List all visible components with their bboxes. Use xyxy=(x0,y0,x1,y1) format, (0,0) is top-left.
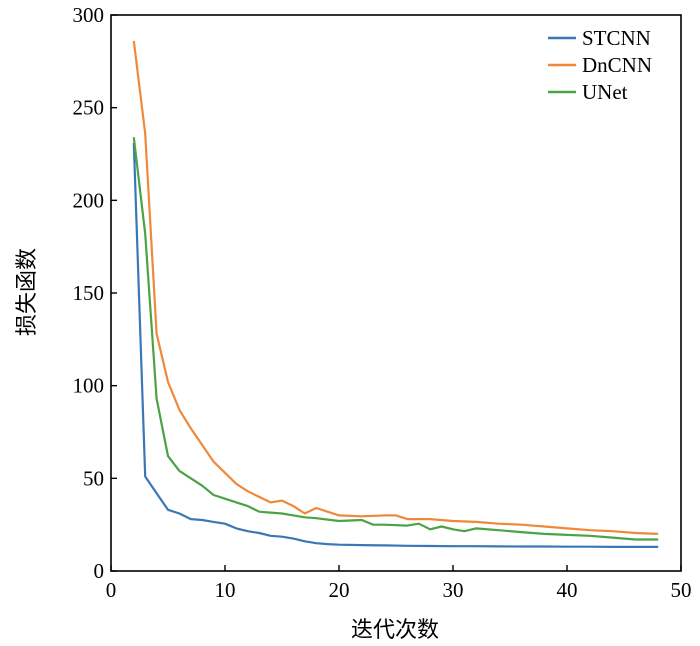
legend-label: UNet xyxy=(582,80,628,104)
x-tick-label: 30 xyxy=(443,578,464,602)
y-tick-label: 150 xyxy=(73,281,105,305)
y-tick-label: 50 xyxy=(83,466,104,490)
legend: STCNN DnCNN UNet xyxy=(548,26,652,104)
x-tick-label: 20 xyxy=(329,578,350,602)
series-line-stcnn xyxy=(132,142,659,549)
x-tick-label: 0 xyxy=(106,578,117,602)
legend-label: DnCNN xyxy=(582,53,652,77)
y-tick-label: 300 xyxy=(73,3,105,27)
series-line-dncnn xyxy=(132,40,659,535)
series-line-unet xyxy=(132,137,659,541)
x-tick-label: 50 xyxy=(671,578,692,602)
y-tick-label: 250 xyxy=(73,96,105,120)
y-tick-label: 0 xyxy=(94,559,105,583)
legend-label: STCNN xyxy=(582,26,651,50)
x-tick-label: 10 xyxy=(215,578,236,602)
plot-area xyxy=(132,40,659,549)
axes: 0 10 20 30 40 50 0 50 100 150 200 250 300 xyxy=(73,3,692,602)
x-tick-label: 40 xyxy=(557,578,578,602)
y-axis-title: 损失函数 xyxy=(15,248,40,336)
y-tick-label: 200 xyxy=(73,188,105,212)
y-tick-label: 100 xyxy=(73,374,105,398)
x-axis-title: 迭代次数 xyxy=(351,618,439,643)
